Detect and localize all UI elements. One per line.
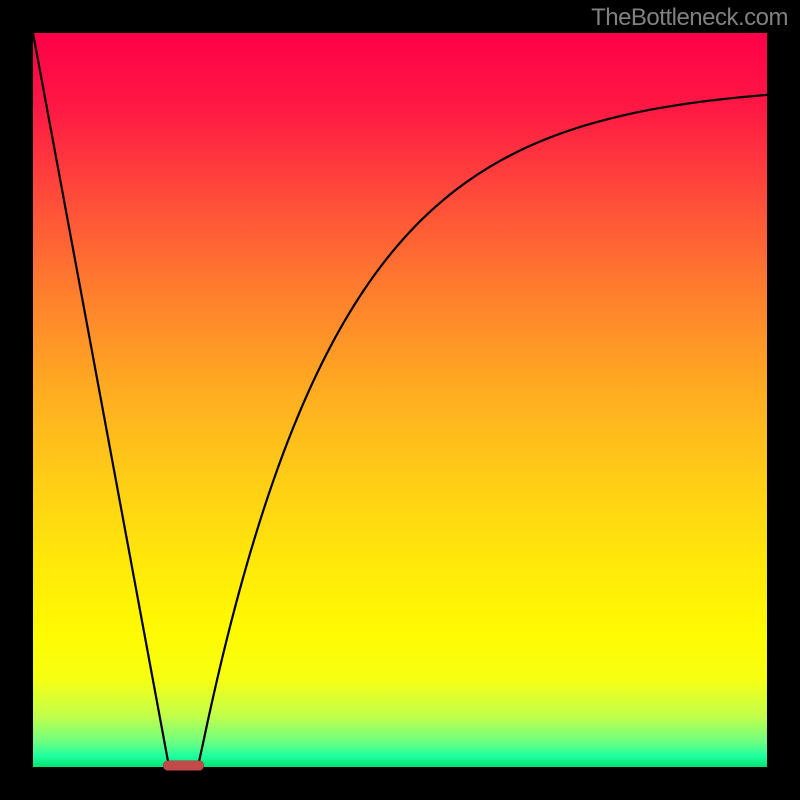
watermark-text: TheBottleneck.com <box>591 4 788 32</box>
bottleneck-chart <box>0 0 800 800</box>
chart-container: TheBottleneck.com <box>0 0 800 800</box>
optimal-marker <box>163 761 203 771</box>
plot-background <box>33 33 767 767</box>
